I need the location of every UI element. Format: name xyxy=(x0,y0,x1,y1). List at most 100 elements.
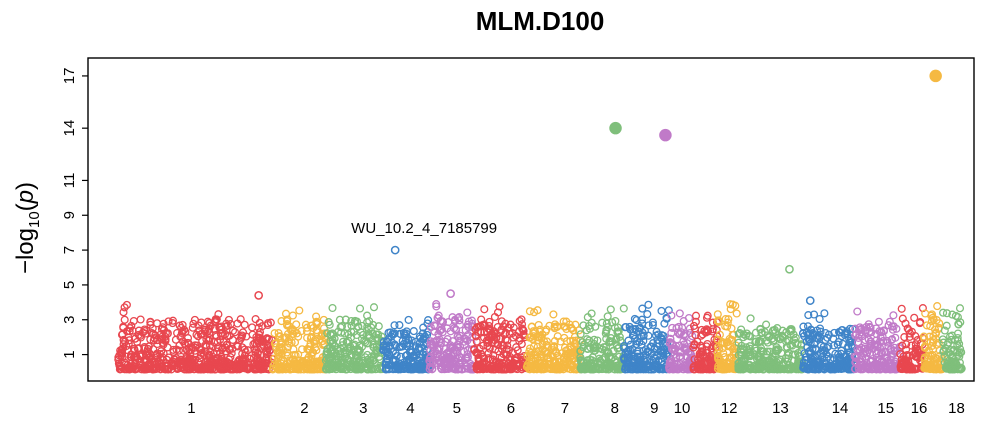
data-point xyxy=(614,343,624,352)
data-point xyxy=(149,329,158,339)
data-point xyxy=(752,354,761,363)
data-point xyxy=(675,309,684,318)
annotations: WU_10.2_4_7185799 xyxy=(351,220,497,237)
data-point xyxy=(289,360,298,369)
data-point xyxy=(920,334,929,343)
data-point xyxy=(189,319,198,328)
data-point xyxy=(368,364,377,373)
data-point xyxy=(214,310,223,319)
data-point xyxy=(835,355,844,364)
data-point xyxy=(772,345,781,354)
data-point xyxy=(230,362,239,371)
data-point xyxy=(718,344,727,353)
data-point xyxy=(670,350,679,359)
data-point xyxy=(402,363,411,372)
data-point xyxy=(344,330,353,339)
data-point xyxy=(911,348,920,357)
x-tick-label: 8 xyxy=(611,400,619,417)
y-axis-label-var: p xyxy=(12,190,39,204)
data-point xyxy=(248,323,257,332)
data-point xyxy=(922,321,931,330)
data-point xyxy=(374,322,383,331)
data-point xyxy=(722,363,731,372)
data-point xyxy=(523,360,532,369)
data-point xyxy=(409,327,418,336)
data-point xyxy=(908,365,917,374)
data-point xyxy=(562,317,571,326)
data-point xyxy=(230,328,240,337)
data-point xyxy=(804,311,813,320)
data-point xyxy=(583,335,592,344)
data-point xyxy=(299,365,308,374)
data-point xyxy=(861,363,870,372)
data-point xyxy=(355,346,364,355)
chromosome-14-points xyxy=(799,309,858,374)
data-point xyxy=(753,364,762,373)
data-point xyxy=(815,324,825,333)
data-point xyxy=(192,330,201,339)
data-point xyxy=(256,362,265,371)
data-point xyxy=(223,321,232,330)
data-point xyxy=(325,320,334,329)
data-point xyxy=(156,353,165,362)
data-point xyxy=(853,307,862,316)
data-point xyxy=(585,364,595,373)
data-point xyxy=(726,305,735,314)
data-point xyxy=(643,357,652,366)
data-point xyxy=(438,328,447,337)
data-point xyxy=(694,365,703,374)
data-point xyxy=(931,359,940,368)
data-point xyxy=(907,364,916,373)
data-point xyxy=(174,346,183,355)
data-point xyxy=(275,345,284,354)
data-point xyxy=(833,340,842,349)
data-point xyxy=(472,323,482,332)
data-point xyxy=(621,323,630,332)
y-tick-label: 9 xyxy=(61,211,78,219)
data-point xyxy=(695,359,704,368)
data-point xyxy=(648,320,657,330)
data-point xyxy=(947,353,956,362)
data-point xyxy=(274,329,283,338)
data-point xyxy=(355,304,365,313)
data-point xyxy=(212,315,221,324)
data-point xyxy=(242,363,251,372)
data-point xyxy=(270,354,279,363)
data-point xyxy=(197,348,206,358)
data-point xyxy=(176,357,185,366)
data-point xyxy=(170,361,180,370)
data-point xyxy=(217,325,226,334)
data-point xyxy=(737,350,746,359)
data-point xyxy=(746,352,755,361)
data-point xyxy=(219,337,228,346)
data-point xyxy=(922,362,931,371)
x-tick-label: 7 xyxy=(561,400,569,417)
chromosome-1-points xyxy=(114,300,276,374)
data-point xyxy=(484,324,493,334)
data-point xyxy=(251,315,260,324)
data-point xyxy=(782,342,791,351)
data-point xyxy=(456,331,465,340)
data-point xyxy=(318,337,327,346)
data-point xyxy=(953,333,962,343)
data-point xyxy=(882,353,891,362)
data-point xyxy=(644,300,653,309)
data-point xyxy=(463,308,472,317)
data-point xyxy=(208,365,217,374)
x-tick-label: 9 xyxy=(650,400,658,417)
data-point xyxy=(353,363,362,372)
data-points xyxy=(114,300,966,374)
data-point xyxy=(864,320,873,329)
data-point xyxy=(549,357,558,366)
data-point xyxy=(735,328,744,338)
data-point xyxy=(899,357,908,366)
data-point xyxy=(530,308,539,317)
data-point xyxy=(395,321,404,330)
data-point xyxy=(328,329,337,338)
data-point xyxy=(861,336,870,345)
data-point xyxy=(173,328,182,338)
data-point xyxy=(442,354,451,364)
data-point xyxy=(769,336,779,345)
data-point xyxy=(137,351,147,361)
